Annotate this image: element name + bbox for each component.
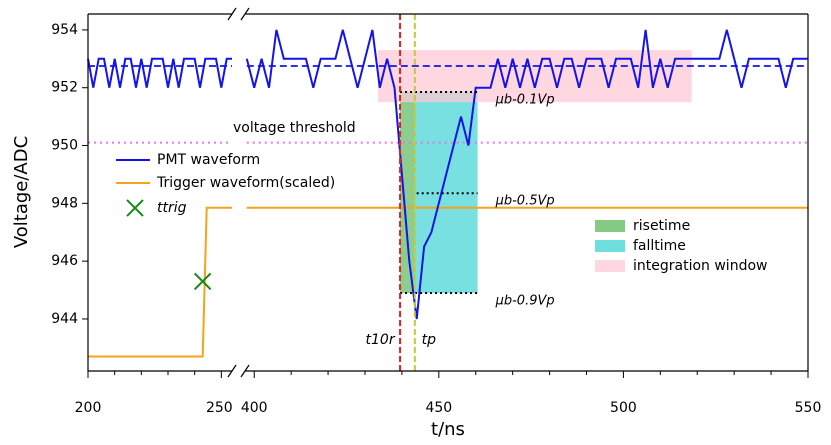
y-tick-label: 946 xyxy=(51,253,78,269)
legend-label: ttrig xyxy=(157,200,187,216)
legend-swatch xyxy=(595,240,625,252)
level-label: μb-0.5Vp xyxy=(495,194,555,209)
axis-break xyxy=(227,364,237,378)
series-line xyxy=(87,57,232,88)
marker-label: tp xyxy=(422,332,436,348)
x-tick-label: 400 xyxy=(241,400,268,416)
axis-break xyxy=(227,7,237,21)
series-line xyxy=(88,206,232,358)
region xyxy=(400,92,415,293)
trigger-marker xyxy=(193,272,212,291)
legend-label: Trigger waveform(scaled) xyxy=(156,175,335,191)
x-tick-label: 450 xyxy=(425,400,452,416)
y-tick-label: 948 xyxy=(51,195,78,211)
legend-label: PMT waveform xyxy=(157,152,260,168)
y-tick-label: 952 xyxy=(51,80,78,96)
y-tick-label: 950 xyxy=(51,138,78,154)
x-tick-label: 200 xyxy=(75,400,102,416)
x-axis-label: t/ns xyxy=(431,419,465,440)
y-tick-label: 944 xyxy=(51,311,78,327)
legend-label: falltime xyxy=(633,238,686,254)
axis-break xyxy=(240,7,250,21)
y-tick-label: 954 xyxy=(51,22,78,38)
x-tick-label: 550 xyxy=(795,400,822,416)
legend-swatch xyxy=(595,260,625,272)
y-axis-label: Voltage/ADC xyxy=(11,136,32,248)
threshold-label: voltage threshold xyxy=(233,120,356,136)
marker-label: t10r xyxy=(366,332,396,348)
x-tick-label: 500 xyxy=(610,400,637,416)
legend-swatch xyxy=(595,220,625,232)
level-label: μb-0.9Vp xyxy=(495,293,555,308)
level-label: μb-0.1Vp xyxy=(495,93,555,108)
axis-break xyxy=(240,364,250,378)
series-line xyxy=(245,29,808,320)
legend-label: risetime xyxy=(633,218,690,234)
legend-label: integration window xyxy=(633,258,767,274)
legend-swatch xyxy=(126,199,144,217)
x-tick-label: 250 xyxy=(206,400,233,416)
